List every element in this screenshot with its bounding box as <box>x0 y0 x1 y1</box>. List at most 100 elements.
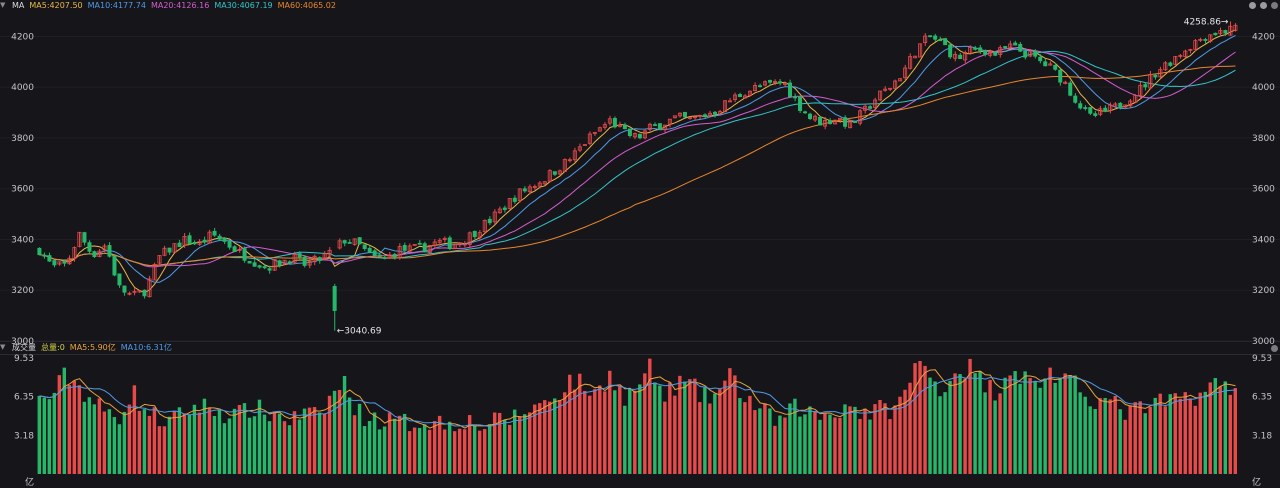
volume-bar <box>738 398 742 474</box>
volume-bar <box>222 423 227 474</box>
volume-bar <box>588 395 592 474</box>
volume-bar <box>518 416 522 474</box>
candle-body <box>312 255 317 263</box>
volume-bar <box>1023 371 1027 474</box>
price-tick-label-left: 4000 <box>11 83 34 93</box>
volume-bar <box>993 400 997 474</box>
candle-body <box>1163 62 1168 71</box>
volume-bar <box>477 430 482 474</box>
price-tick-label-right: 3200 <box>1252 286 1275 296</box>
candle-body <box>978 47 983 51</box>
volume-bar <box>998 393 1002 474</box>
candle-body <box>773 81 778 83</box>
candle-body <box>793 96 798 99</box>
candle-body <box>277 260 282 266</box>
minus-icon[interactable] <box>1249 2 1256 9</box>
volume-ma-lines <box>39 369 1236 429</box>
candle-body <box>397 246 402 259</box>
candle-body <box>67 257 72 265</box>
volume-bar <box>548 401 552 474</box>
price-tick-label-left: 3400 <box>11 235 34 245</box>
volume-bar <box>703 387 707 474</box>
volume-bar <box>1208 382 1212 474</box>
volume-bar <box>578 373 582 474</box>
volume-bar <box>42 397 47 474</box>
collapse-chevron-icon[interactable]: ▼ <box>0 1 6 9</box>
candle-body <box>122 285 127 293</box>
candle-body <box>1058 69 1063 83</box>
candle-body <box>362 244 367 249</box>
candle-body <box>547 170 552 182</box>
candle-body <box>838 117 843 121</box>
candle-body <box>677 112 682 117</box>
candle-body <box>602 124 607 128</box>
volume-bar <box>688 379 692 474</box>
candle-body <box>662 124 667 131</box>
volume-bar <box>753 410 757 474</box>
volume-bar <box>242 403 247 474</box>
volume-bar <box>377 429 382 474</box>
candle-body <box>1188 48 1193 51</box>
volume-bar <box>793 398 797 474</box>
volume-bar <box>57 375 62 474</box>
candle-body <box>707 112 712 117</box>
volume-bar <box>1093 408 1097 474</box>
volume-bar <box>307 407 312 474</box>
volume-tick-label-right: 3.18 <box>1252 431 1272 441</box>
candle-body <box>1198 38 1203 41</box>
volume-bar <box>1168 394 1172 474</box>
candle-body <box>207 231 212 244</box>
volume-bar <box>182 413 187 474</box>
candle-body <box>282 259 287 265</box>
candle-body <box>1093 113 1098 116</box>
volume-bar <box>367 420 372 474</box>
candle-body <box>873 99 878 108</box>
volume-bar <box>883 403 887 474</box>
plus-icon[interactable] <box>1260 2 1267 9</box>
candle-body <box>152 264 157 281</box>
candle-body <box>322 253 327 260</box>
candle-body <box>657 123 662 130</box>
candle-body <box>512 197 517 202</box>
low-price-annotation: ←3040.69 <box>337 327 382 337</box>
volume-bar <box>272 411 277 474</box>
volume-bar <box>1138 401 1142 474</box>
candle-body <box>417 242 422 245</box>
candle-body <box>1148 74 1153 89</box>
volume-tick-label-left: 6.35 <box>14 393 34 403</box>
volume-bar <box>778 415 782 474</box>
volume-bar <box>808 406 812 474</box>
candle-body <box>137 290 142 293</box>
price-tick-label-left: 4200 <box>11 32 34 42</box>
volume-bar <box>888 419 892 474</box>
candle-body <box>1013 42 1018 46</box>
volume-indicator-header: ▼ 成交量 总量:0 MA5:5.90亿 MA10:6.31亿 <box>0 342 177 353</box>
volume-bar <box>813 411 817 474</box>
volume-bar <box>447 421 452 474</box>
volume-bar <box>72 380 77 474</box>
gear-icon[interactable] <box>1271 345 1278 352</box>
volume-bar <box>262 414 267 474</box>
candle-body <box>327 249 332 256</box>
volume-bar <box>252 416 257 474</box>
price-tick-label-left: 3600 <box>11 185 34 195</box>
gear-icon[interactable] <box>1271 2 1278 9</box>
candle-body <box>1008 43 1013 48</box>
volume-bar <box>297 419 302 474</box>
volume-bar <box>127 404 132 474</box>
candle-body <box>1228 25 1233 36</box>
candle-body <box>237 248 242 251</box>
collapse-chevron-icon[interactable]: ▼ <box>0 343 6 351</box>
volume-bar <box>598 385 602 474</box>
candle-body <box>737 94 742 98</box>
candle-body <box>127 292 132 295</box>
candle-body <box>232 246 237 253</box>
volume-bar <box>172 410 177 474</box>
candle-body <box>77 231 82 247</box>
volume-tick-label-left: 3.18 <box>14 431 34 441</box>
volume-bar <box>873 404 877 474</box>
volume-bar <box>47 399 52 474</box>
candle-body <box>187 235 192 244</box>
price-grid <box>0 35 1280 342</box>
candle-body <box>788 82 793 98</box>
